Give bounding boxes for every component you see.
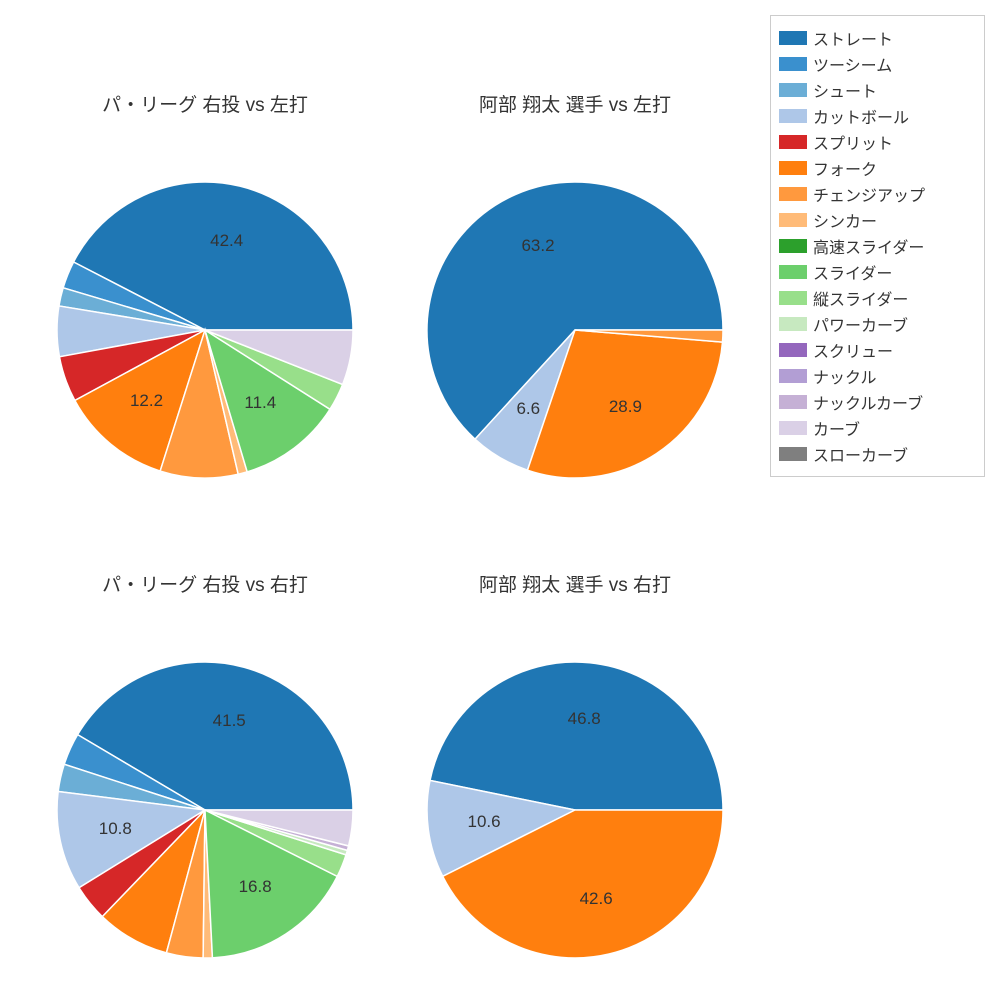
legend-item: パワーカーブ (779, 312, 976, 336)
legend-label: スプリット (813, 130, 893, 154)
chart-title: パ・リーグ 右投 vs 左打 (20, 90, 390, 117)
chart-panel: パ・リーグ 右投 vs 右打 41.5 10.8 16.8 (20, 500, 390, 980)
legend-swatch (779, 395, 807, 409)
legend-item: スプリット (779, 130, 976, 154)
legend-swatch (779, 187, 807, 201)
chart-panel: パ・リーグ 右投 vs 左打 42.4 12.2 11.4 (20, 20, 390, 500)
legend: ストレートツーシームシュートカットボールスプリットフォークチェンジアップシンカー… (770, 15, 985, 477)
legend-item: 縦スライダー (779, 286, 976, 310)
legend-swatch (779, 421, 807, 435)
slice-value-label: 11.4 (244, 393, 276, 413)
legend-label: ツーシーム (813, 52, 892, 76)
legend-label: 高速スライダー (813, 234, 924, 258)
legend-item: 高速スライダー (779, 234, 976, 258)
legend-item: スライダー (779, 260, 976, 284)
legend-swatch (779, 369, 807, 383)
legend-item: チェンジアップ (779, 182, 976, 206)
chart-title: 阿部 翔太 選手 vs 左打 (390, 90, 760, 117)
legend-item: ナックル (779, 364, 976, 388)
legend-item: スローカーブ (779, 442, 976, 466)
legend-item: カーブ (779, 416, 976, 440)
legend-item: シュート (779, 78, 976, 102)
legend-label: スクリュー (813, 338, 893, 362)
legend-label: チェンジアップ (813, 182, 925, 206)
legend-label: カーブ (813, 416, 860, 440)
legend-swatch (779, 135, 807, 149)
chart-panel: 阿部 翔太 選手 vs 右打 46.8 10.6 42.6 (390, 500, 760, 980)
chart-title: 阿部 翔太 選手 vs 右打 (390, 570, 760, 597)
slice-value-label: 6.6 (516, 399, 540, 419)
legend-label: ナックル (813, 364, 877, 388)
legend-swatch (779, 317, 807, 331)
legend-swatch (779, 447, 807, 461)
slice-value-label: 42.6 (580, 889, 613, 909)
legend-label: スローカーブ (813, 442, 908, 466)
legend-label: スライダー (813, 260, 892, 284)
chart-title: パ・リーグ 右投 vs 右打 (20, 570, 390, 597)
pie-chart: 63.2 6.6 28.9 (425, 180, 725, 480)
legend-label: シュート (813, 78, 877, 102)
slice-value-label: 28.9 (609, 397, 642, 417)
pie-chart: 42.4 12.2 11.4 (55, 180, 355, 480)
legend-swatch (779, 239, 807, 253)
legend-item: カットボール (779, 104, 976, 128)
pie-chart: 41.5 10.8 16.8 (55, 660, 355, 960)
slice-value-label: 42.4 (210, 231, 243, 251)
pie-chart: 46.8 10.6 42.6 (425, 660, 725, 960)
legend-label: パワーカーブ (813, 312, 908, 336)
legend-item: シンカー (779, 208, 976, 232)
slice-value-label: 63.2 (521, 236, 554, 256)
legend-label: ストレート (813, 26, 893, 50)
slice-value-label: 46.8 (568, 709, 601, 729)
legend-swatch (779, 161, 807, 175)
legend-item: スクリュー (779, 338, 976, 362)
charts-grid: パ・リーグ 右投 vs 左打 42.4 12.2 11.4 阿部 翔太 選手 vs 左打… (20, 20, 760, 980)
legend-label: カットボール (813, 104, 909, 128)
legend-swatch (779, 291, 807, 305)
legend-swatch (779, 213, 807, 227)
legend-item: ナックルカーブ (779, 390, 976, 414)
legend-label: シンカー (813, 208, 877, 232)
legend-swatch (779, 343, 807, 357)
slice-value-label: 16.8 (239, 877, 272, 897)
slice-value-label: 12.2 (130, 391, 163, 411)
legend-swatch (779, 31, 807, 45)
legend-label: 縦スライダー (813, 286, 908, 310)
legend-item: ストレート (779, 26, 976, 50)
slice-value-label: 10.6 (467, 812, 500, 832)
legend-label: フォーク (813, 156, 877, 180)
legend-swatch (779, 83, 807, 97)
legend-item: ツーシーム (779, 52, 976, 76)
legend-swatch (779, 109, 807, 123)
slice-value-label: 10.8 (99, 819, 132, 839)
pie-slice (430, 662, 723, 810)
legend-item: フォーク (779, 156, 976, 180)
slice-value-label: 41.5 (213, 711, 246, 731)
legend-swatch (779, 265, 807, 279)
legend-label: ナックルカーブ (813, 390, 923, 414)
chart-panel: 阿部 翔太 選手 vs 左打 63.2 6.6 28.9 (390, 20, 760, 500)
legend-swatch (779, 57, 807, 71)
